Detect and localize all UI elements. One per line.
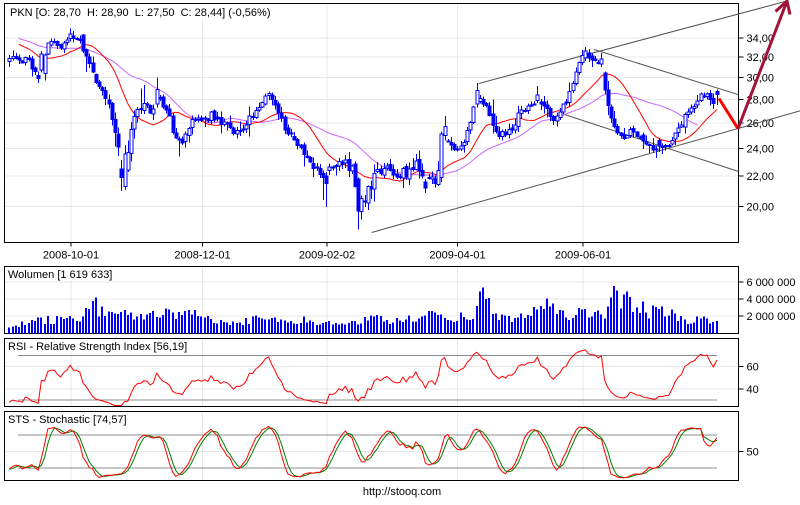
svg-text:32,00: 32,00 <box>747 52 775 64</box>
svg-text:28,00: 28,00 <box>747 95 775 107</box>
svg-text:http://stooq.com: http://stooq.com <box>363 486 441 498</box>
svg-text:2009-02-02: 2009-02-02 <box>299 250 355 262</box>
svg-text:50: 50 <box>747 447 759 459</box>
svg-text:30,00: 30,00 <box>747 73 775 85</box>
svg-text:PKN [O: 28,70 H: 28,90 L: 27: PKN [O: 28,70 H: 28,90 L: 27,50 C: 28,44… <box>10 7 270 19</box>
svg-text:34,00: 34,00 <box>747 33 775 45</box>
svg-text:2009-04-01: 2009-04-01 <box>429 250 485 262</box>
svg-text:6 000 000: 6 000 000 <box>747 277 796 289</box>
svg-text:RSI - Relative Strength Index: RSI - Relative Strength Index [56,19] <box>8 341 187 353</box>
svg-text:4 000 000: 4 000 000 <box>747 294 796 306</box>
svg-text:2009-06-01: 2009-06-01 <box>555 250 611 262</box>
svg-text:24,00: 24,00 <box>747 144 775 156</box>
svg-text:2008-10-01: 2008-10-01 <box>43 250 99 262</box>
svg-text:2008-12-01: 2008-12-01 <box>174 250 230 262</box>
svg-text:2 000 000: 2 000 000 <box>747 311 796 323</box>
svg-text:Wolumen [1 619 633]: Wolumen [1 619 633] <box>8 269 112 281</box>
svg-text:26,00: 26,00 <box>747 118 775 130</box>
svg-text:20,00: 20,00 <box>747 201 775 213</box>
svg-text:40: 40 <box>747 384 759 396</box>
svg-text:60: 60 <box>747 362 759 374</box>
svg-text:22,00: 22,00 <box>747 171 775 183</box>
svg-text:STS - Stochastic [74,57]: STS - Stochastic [74,57] <box>8 414 127 426</box>
